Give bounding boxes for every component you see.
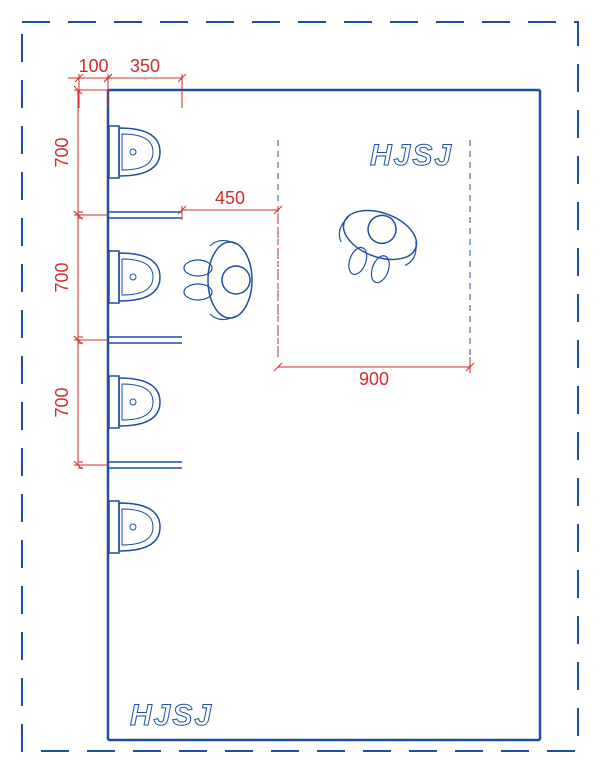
person-icon (184, 240, 252, 319)
urinal-icon (109, 251, 160, 303)
watermark-text: HJSJ (130, 699, 213, 732)
human-figures (184, 201, 425, 320)
dimension-label: 350 (130, 56, 160, 76)
floorplan-diagram: 100 350 700 700 700 450 900 HJSJ HJSJ (0, 0, 600, 773)
urinal-icon (109, 376, 160, 428)
dimension-label: 450 (215, 188, 245, 208)
urinals (109, 126, 160, 553)
urinal-icon (109, 501, 160, 553)
urinal-icon (109, 126, 160, 178)
dashed-border (22, 22, 578, 751)
dimension-label: 700 (52, 137, 72, 167)
walls (108, 90, 540, 740)
dimensions: 100 350 700 700 700 450 900 (52, 56, 474, 469)
dimension-label: 100 (78, 56, 108, 76)
watermark-text: HJSJ (370, 139, 453, 172)
dimension-label: 700 (52, 387, 72, 417)
watermarks: HJSJ HJSJ (130, 139, 453, 732)
person-icon (327, 201, 425, 292)
dimension-label: 900 (359, 369, 389, 389)
dimension-label: 700 (52, 262, 72, 292)
clearance-zone (278, 140, 470, 355)
